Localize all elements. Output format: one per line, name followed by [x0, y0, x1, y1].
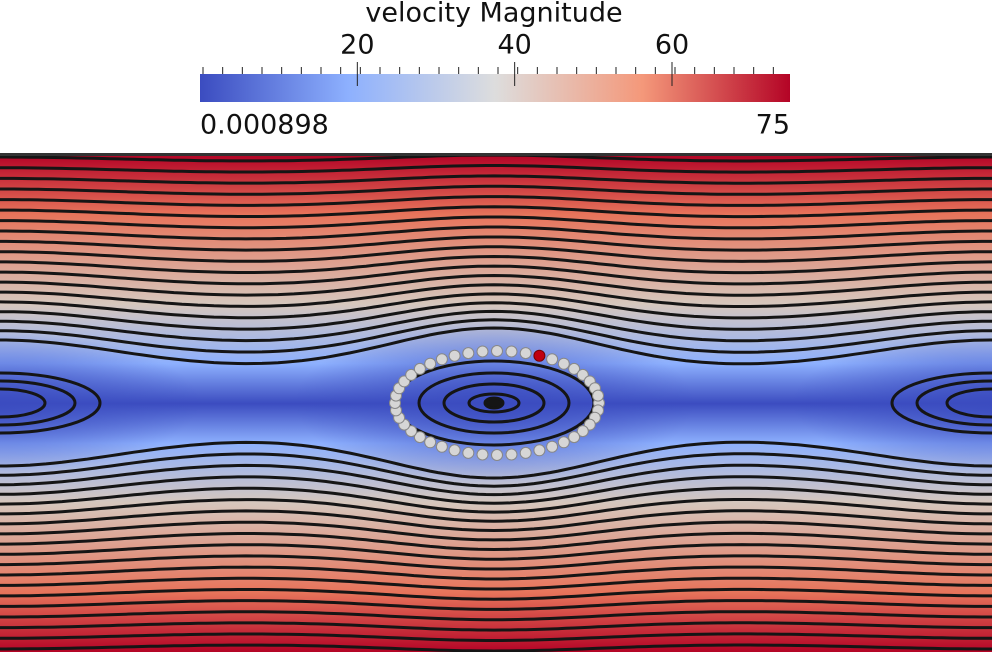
particle [519, 347, 532, 360]
particle [448, 349, 461, 362]
particle [405, 368, 418, 381]
streamline [0, 283, 992, 308]
streamline [0, 509, 992, 533]
particle [557, 357, 570, 370]
particle [546, 353, 559, 366]
streamline [0, 599, 992, 611]
streamline [0, 145, 992, 150]
streamline [0, 610, 992, 622]
colorbar-max-label: 75 [756, 110, 790, 141]
tick-label: 20 [340, 30, 374, 61]
vortex-core [483, 396, 505, 410]
streamline [0, 621, 992, 632]
streamline [0, 632, 992, 642]
streamline [0, 245, 992, 263]
streamline [0, 264, 992, 286]
closed-streamline [0, 371, 102, 435]
flow-field [0, 145, 992, 652]
particles [389, 345, 605, 461]
particle [413, 362, 426, 375]
particle [505, 448, 518, 461]
closed-streamline [417, 371, 571, 435]
streamlines [0, 145, 992, 652]
streamline [0, 235, 992, 252]
streamline [0, 643, 992, 652]
streamline [0, 475, 992, 505]
particle [413, 431, 426, 444]
particle [557, 436, 570, 449]
closed-streamline [890, 371, 992, 435]
streamline [0, 155, 992, 163]
streamline [0, 205, 992, 219]
closed-streamline [945, 387, 992, 419]
closed-streamline [442, 382, 546, 424]
streamline [0, 520, 992, 542]
streamline [0, 326, 992, 366]
streamline [0, 587, 992, 601]
closed-streamline [0, 379, 77, 427]
streamline [0, 195, 992, 207]
particle [462, 347, 475, 360]
particle [533, 444, 546, 457]
streamline [0, 273, 992, 297]
streamline [0, 565, 992, 581]
particle [424, 357, 437, 370]
closed-streamline [467, 392, 521, 414]
streamline [0, 486, 992, 514]
streamline [0, 498, 992, 523]
particle [546, 440, 559, 453]
particle [568, 431, 581, 444]
streamline [0, 463, 992, 497]
tick-label: 60 [655, 30, 689, 61]
colorbar [200, 74, 790, 102]
particle [592, 389, 604, 402]
streamline [0, 301, 992, 331]
particle [476, 448, 489, 461]
streamline [0, 254, 992, 275]
streamline [0, 576, 992, 591]
particle [576, 425, 589, 438]
particle [476, 345, 489, 358]
tick-label: 40 [497, 30, 531, 61]
particle [519, 446, 532, 459]
field-border [0, 153, 992, 156]
closed-streamline [915, 379, 992, 427]
streamline [0, 292, 992, 320]
particle [424, 436, 437, 449]
colorbar-title: velocity Magnitude [365, 0, 622, 29]
streamline [0, 554, 992, 571]
particle [568, 362, 581, 375]
particle [491, 345, 503, 357]
particle [491, 449, 503, 461]
streamline [0, 543, 992, 561]
particle [462, 446, 475, 459]
particle [505, 345, 518, 358]
colorbar-ticks [202, 62, 774, 86]
particle [448, 444, 461, 457]
streamline [0, 174, 992, 185]
closed-streamline [0, 387, 47, 419]
colorbar-min-label: 0.000898 [200, 110, 329, 141]
particle [435, 353, 448, 366]
tracer-particle [533, 349, 546, 362]
streamline [0, 318, 992, 354]
streamline [0, 184, 992, 196]
streamline [0, 531, 992, 552]
streamline [0, 440, 992, 480]
streamline [0, 309, 992, 343]
streamline [0, 452, 992, 488]
particle [435, 440, 448, 453]
streamline [0, 225, 992, 241]
streamline [0, 215, 992, 230]
streamline [0, 164, 992, 174]
